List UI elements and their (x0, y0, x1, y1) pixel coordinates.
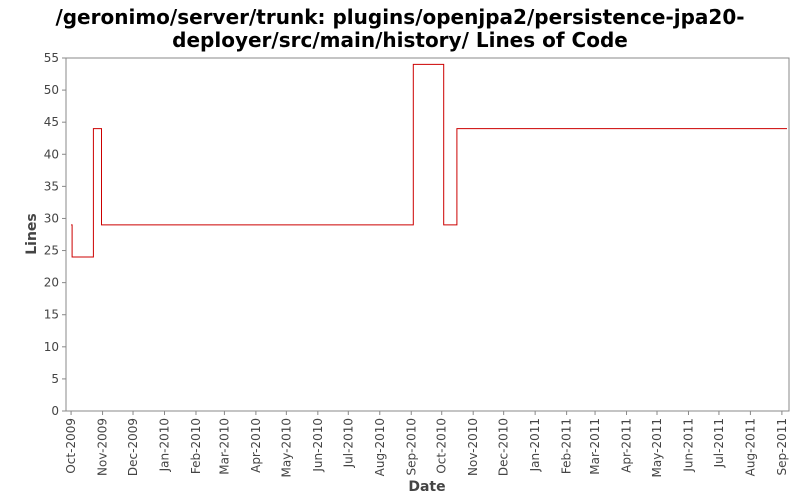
x-tick-label: Sep-2010 (404, 418, 418, 476)
x-tick-label: May-2011 (650, 418, 664, 477)
x-tick-label: Jul-2010 (341, 418, 355, 468)
x-tick-label: May-2010 (279, 418, 293, 477)
y-tick-label: 15 (44, 308, 59, 322)
x-tick-label: Jun-2011 (681, 418, 695, 473)
x-axis-label: Date (408, 479, 445, 495)
x-tick-label: Jul-2011 (712, 418, 726, 468)
y-tick-label: 40 (44, 147, 59, 161)
y-tick-label: 25 (44, 244, 59, 258)
y-tick-label: 45 (44, 115, 59, 129)
x-tick-label: Apr-2010 (249, 418, 263, 473)
series-line-0 (71, 63, 787, 258)
x-tick-label: Aug-2011 (743, 418, 757, 476)
y-tick-label: 5 (51, 372, 59, 386)
x-tick-label: Apr-2011 (620, 418, 634, 473)
x-tick-label: Jan-2010 (157, 418, 171, 472)
chart-title-line-1: /geronimo/server/trunk: plugins/openjpa2… (55, 5, 745, 29)
y-axis-label: Lines (24, 213, 40, 255)
x-tick-label: Mar-2011 (588, 418, 602, 475)
x-tick-label: Dec-2010 (497, 418, 511, 476)
x-tick-label: Nov-2010 (466, 418, 480, 476)
x-tick-label: Oct-2010 (435, 418, 449, 474)
x-axis-ticks: Oct-2009 Nov-2009 Dec-2009 Jan-2010 Feb-2010… (64, 411, 789, 477)
x-tick-label: Feb-2011 (560, 418, 574, 474)
x-tick-label: Dec-2009 (126, 418, 140, 476)
x-tick-label: Oct-2009 (64, 418, 78, 474)
x-tick-label: Sep-2011 (775, 418, 789, 476)
y-tick-label: 30 (44, 211, 59, 225)
x-tick-label: Feb-2010 (189, 418, 203, 474)
y-tick-label: 55 (44, 51, 59, 65)
x-tick-label: Jun-2010 (311, 418, 325, 473)
y-tick-label: 50 (44, 83, 59, 97)
x-tick-label: Aug-2010 (373, 418, 387, 476)
y-tick-label: 35 (44, 179, 59, 193)
y-tick-label: 20 (44, 276, 59, 290)
x-tick-label: Nov-2009 (96, 418, 110, 476)
series-layer (71, 63, 787, 258)
y-tick-label: 10 (44, 340, 59, 354)
y-axis-ticks: 0 5 10 15 20 25 30 35 40 45 50 55 (44, 51, 66, 418)
y-tick-label: 0 (51, 404, 59, 418)
x-tick-label: Jan-2011 (528, 418, 542, 472)
plot-area (65, 57, 790, 412)
chart-title-line-2: deployer/src/main/history/ Lines of Code (172, 28, 628, 52)
x-tick-label: Mar-2010 (217, 418, 231, 475)
